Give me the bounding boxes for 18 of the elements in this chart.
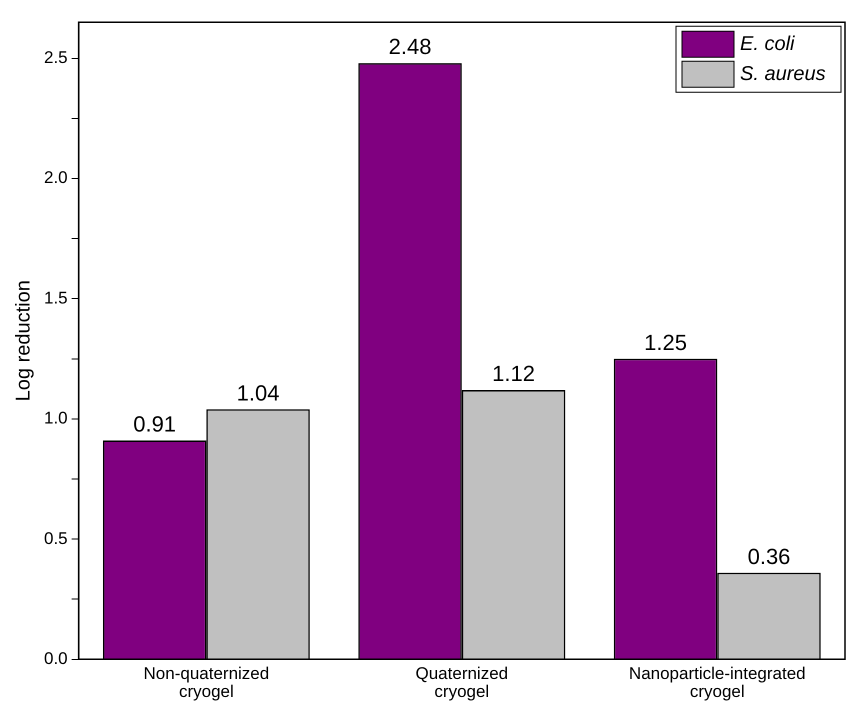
- y-axis-title: Log reduction: [12, 280, 35, 402]
- data-label: 1.04: [236, 380, 280, 406]
- data-label: 2.48: [388, 34, 432, 60]
- y-tick-label: 0.5: [44, 528, 68, 548]
- y-tick-label: 1.0: [44, 408, 68, 428]
- y-tick-label: 1.5: [44, 288, 68, 308]
- data-label: 1.25: [644, 330, 687, 355]
- data-label: 1.12: [492, 361, 535, 386]
- data-label: 0.36: [748, 544, 790, 569]
- y-tick-label: 0.0: [44, 648, 68, 668]
- data-label: 0.91: [133, 412, 176, 437]
- x-tick-label: Quaternized cryogel: [416, 664, 508, 701]
- x-tick-label: Non-quaternized cryogel: [144, 664, 270, 701]
- x-tick-label: Nanoparticle-integrated cryogel: [628, 664, 806, 701]
- legend-label: S. aureus: [740, 62, 826, 85]
- y-tick-label: 2.0: [44, 168, 68, 188]
- y-tick-label: 2.5: [44, 48, 68, 67]
- legend-label: E. coli: [740, 32, 796, 55]
